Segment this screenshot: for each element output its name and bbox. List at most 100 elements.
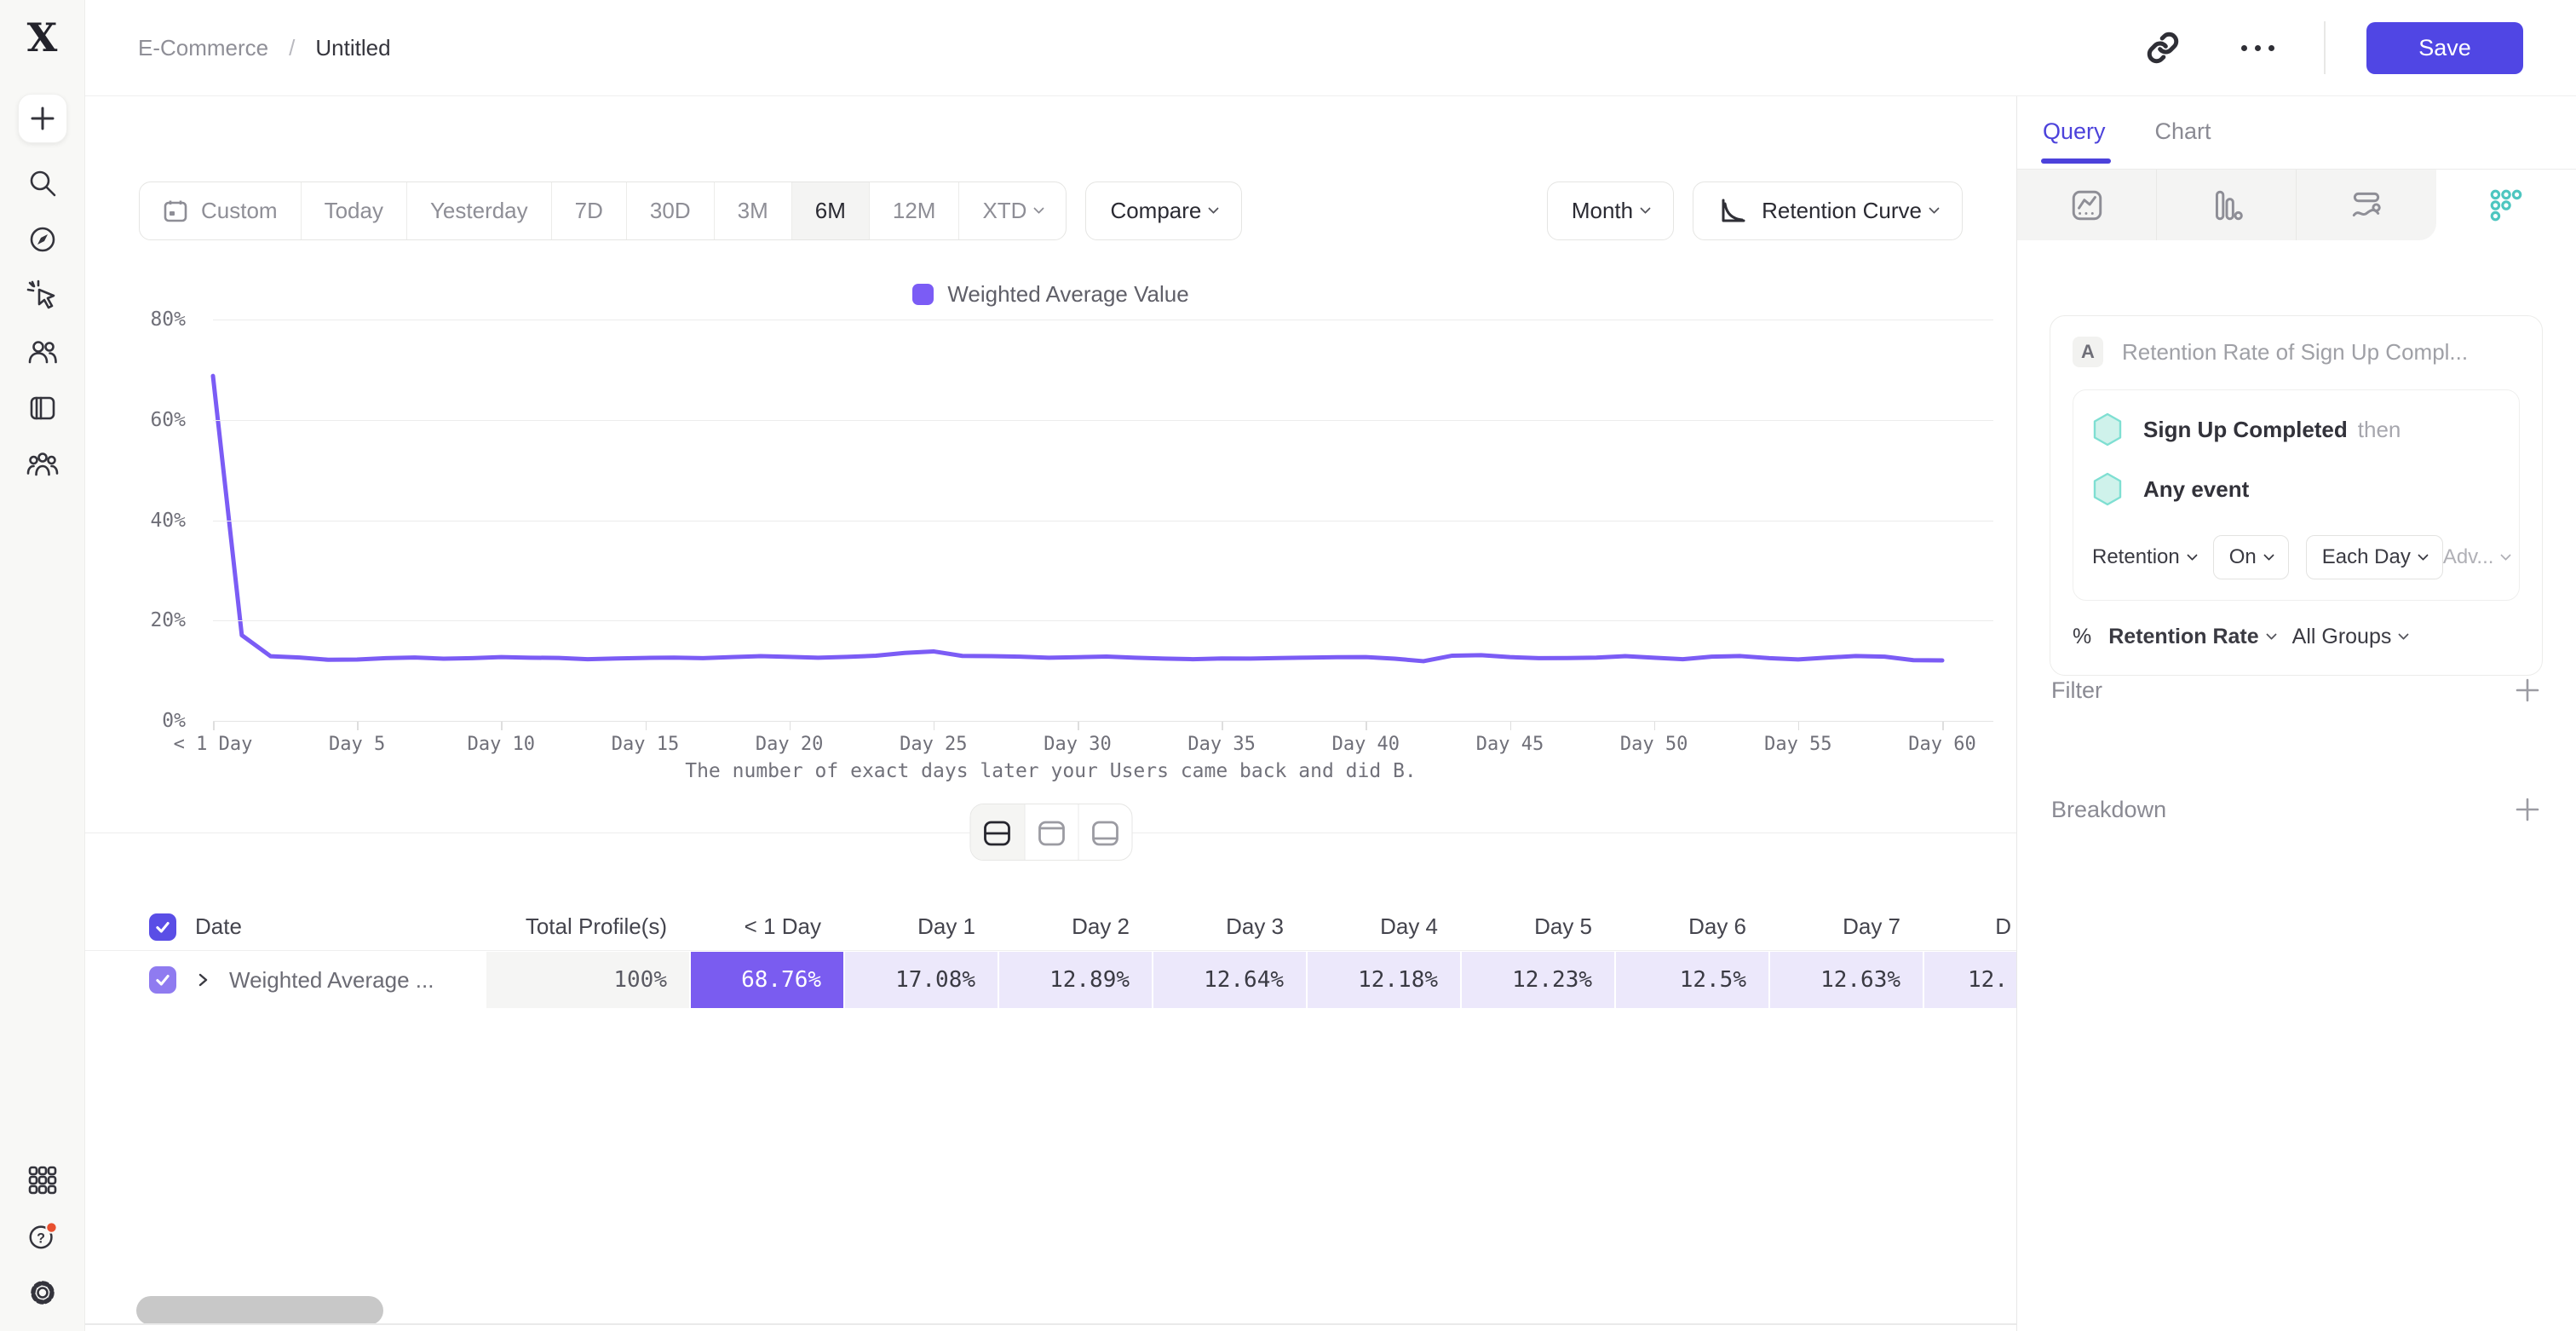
notification-dot [44,1221,58,1234]
legend-label: Weighted Average Value [947,281,1189,307]
table-row[interactable]: Weighted Average ... 100% 68.76% 17.08% … [85,952,2016,1008]
explore-nav-button[interactable] [26,223,59,256]
x-axis-label: Day 25 [900,734,968,755]
return-event-row[interactable]: Any event [2092,472,2500,506]
interval-dropdown[interactable]: Each Day [2305,535,2443,579]
grid-line [213,721,1993,722]
retention-view-tab-active[interactable] [2436,170,2576,240]
top-view-icon [1038,821,1065,845]
insights-icon [2072,190,2102,220]
range-12m[interactable]: 12M [868,182,959,239]
range-today[interactable]: Today [300,182,406,239]
apps-grid-icon [28,1166,56,1195]
tab-query[interactable]: Query [2041,118,2111,164]
bottom-view-icon [1091,821,1118,845]
range-6m-active[interactable]: 6M [791,182,869,239]
advanced-dropdown[interactable]: Adv... [2443,545,2512,569]
breadcrumb-project[interactable]: E-Commerce [138,34,269,60]
breadcrumb-report-title[interactable]: Untitled [315,34,391,60]
panel-tabs: Query Chart [2017,96,2576,164]
then-label: then [2357,416,2401,442]
layout-chart-only-button[interactable] [1024,804,1078,860]
cursor-click-icon [26,279,55,309]
column-header-clipped: D [1995,913,2011,939]
flows-view-tab[interactable] [2297,170,2436,240]
help-button[interactable]: ? [26,1220,59,1253]
chevron-down-icon [2263,549,2274,561]
metric-dropdown[interactable]: Retention Rate [2108,625,2277,649]
range-custom[interactable]: Custom [140,182,301,239]
metric-symbol: % [2073,625,2092,648]
cell-day2: 12.89% [998,952,1152,1008]
layout-toggle-group [969,804,1132,861]
y-axis-label: 80% [150,308,186,331]
range-30d[interactable]: 30D [625,182,714,239]
layout-split-button[interactable] [970,804,1024,860]
chart-type-dropdown[interactable]: Retention Curve [1693,182,1963,240]
compass-icon [30,227,55,252]
x-axis-label: Day 15 [611,734,680,755]
add-breakdown-button[interactable] [2513,795,2542,824]
apps-nav-button[interactable] [26,1164,59,1196]
row-expander[interactable] [195,972,210,988]
range-7d[interactable]: 7D [550,182,626,239]
cell-total-profiles: 100% [486,952,689,1008]
row-checkbox[interactable] [149,966,176,994]
add-filter-button[interactable] [2513,676,2542,705]
column-header: Day 7 [1843,913,1900,939]
funnels-view-tab[interactable] [2157,170,2297,240]
select-all-checkbox[interactable] [149,913,176,941]
column-header: Day 1 [917,913,975,939]
users-nav-button[interactable] [26,336,59,368]
grid-line [213,620,1993,622]
funnels-icon [2215,190,2243,220]
range-yesterday[interactable]: Yesterday [405,182,551,239]
chevron-down-icon [2186,549,2198,561]
create-button[interactable] [17,94,67,143]
first-event-name: Sign Up Completed [2143,416,2348,442]
retention-type-dropdown[interactable]: Retention [2092,545,2198,569]
first-event-row[interactable]: Sign Up Completed then [2092,412,2500,447]
bottom-border [85,1323,2576,1325]
x-axis-tick [501,722,503,730]
grid-line [213,419,1993,421]
breakdown-label: Breakdown [2051,796,2167,822]
granularity-dropdown[interactable]: Month [1546,182,1675,240]
x-axis-tick [645,722,647,730]
range-xtd[interactable]: XTD [958,182,1066,239]
x-axis-tick [1509,722,1511,730]
horizontal-scrollbar-thumb[interactable] [136,1296,383,1325]
compare-button[interactable]: Compare [1085,182,1243,240]
boards-nav-button[interactable] [26,392,59,424]
save-button[interactable]: Save [2366,21,2523,74]
copy-link-button[interactable] [2141,26,2185,70]
check-icon [156,975,170,986]
y-axis-label: 20% [150,609,186,632]
layout-table-only-button[interactable] [1078,804,1131,860]
plus-icon [2516,798,2539,821]
on-dropdown[interactable]: On [2212,535,2289,579]
query-panel: Query Chart [2016,96,2576,1331]
insights-view-tab[interactable] [2017,170,2157,240]
x-axis-label: Day 40 [1331,734,1400,755]
range-3m[interactable]: 3M [713,182,791,239]
events-nav-button[interactable] [26,279,59,312]
people-group-icon [26,452,58,476]
hexagon-icon [2093,412,2122,447]
tab-chart[interactable]: Chart [2154,118,2211,144]
gear-icon [30,1281,55,1305]
cohorts-nav-button[interactable] [26,448,59,481]
groups-dropdown[interactable]: All Groups [2292,625,2410,649]
return-event-name: Any event [2143,475,2250,502]
search-nav-button[interactable] [26,167,59,199]
chevron-right-icon [198,973,208,987]
settings-button[interactable] [26,1276,59,1309]
series-title[interactable]: Retention Rate of Sign Up Compl... [2122,338,2469,365]
calendar-icon [164,200,187,222]
retention-curve-icon [1717,197,1746,226]
app-logo-icon[interactable]: X [26,14,58,60]
x-axis-label: Day 5 [329,734,386,755]
svg-text:?: ? [37,1231,45,1247]
more-options-button[interactable] [2241,44,2274,51]
retention-line [210,373,1945,664]
